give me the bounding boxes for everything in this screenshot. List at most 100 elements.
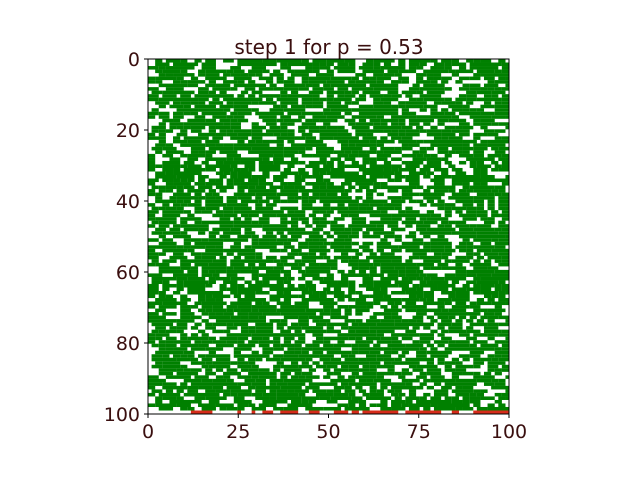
occupied-cell: [319, 171, 327, 176]
occupied-cell: [401, 298, 413, 302]
occupied-cell: [319, 280, 338, 284]
occupied-cell: [476, 160, 485, 165]
occupied-cell: [219, 224, 234, 228]
occupied-cell: [176, 357, 191, 362]
occupied-cell: [215, 143, 224, 147]
occupied-cell: [480, 217, 488, 221]
occupied-cell: [312, 326, 324, 330]
occupied-cell: [151, 389, 163, 393]
occupied-cell: [290, 294, 299, 299]
occupied-cell: [376, 115, 384, 119]
occupied-cell: [444, 361, 456, 365]
occupied-cell: [358, 266, 370, 270]
occupied-cell: [487, 406, 510, 411]
occupied-cell: [223, 160, 241, 165]
occupied-cell: [380, 217, 392, 221]
occupied-cell: [262, 213, 270, 218]
occupied-cell: [505, 340, 510, 344]
occupied-cell: [458, 213, 477, 218]
occupied-cell: [208, 146, 220, 151]
occupied-cell: [315, 73, 334, 77]
occupied-cell: [240, 167, 249, 172]
occupied-cell: [373, 87, 399, 91]
occupied-cell: [176, 329, 184, 334]
occupied-cell: [476, 255, 485, 260]
occupied-cell: [401, 371, 413, 376]
occupied-cell: [262, 224, 270, 228]
occupied-cell: [430, 80, 438, 84]
occupied-cell: [412, 315, 424, 320]
occupied-cell: [362, 136, 377, 140]
occupied-cell: [451, 167, 463, 172]
occupied-cell: [441, 129, 452, 133]
occupied-cell: [248, 189, 270, 193]
occupied-cell: [337, 305, 349, 309]
occupied-cell: [437, 333, 445, 337]
occupied-cell: [326, 97, 334, 102]
occupied-cell: [294, 227, 306, 232]
occupied-cell: [190, 333, 199, 337]
occupied-cell: [315, 150, 334, 154]
occupied-cell: [380, 146, 395, 151]
occupied-cell: [319, 192, 327, 197]
occupied-cell: [423, 266, 431, 270]
occupied-cell: [226, 406, 238, 411]
occupied-cell: [176, 185, 184, 190]
occupied-cell: [244, 62, 277, 67]
occupied-cell: [469, 322, 488, 327]
occupied-cell: [158, 290, 166, 295]
occupied-cell: [369, 139, 377, 144]
occupied-cell: [476, 69, 495, 74]
occupied-cell: [276, 97, 292, 102]
occupied-cell: [269, 59, 277, 63]
occupied-cell: [205, 308, 213, 313]
occupied-cell: [298, 171, 309, 176]
occupied-cell: [215, 245, 224, 249]
occupied-cell: [426, 90, 445, 95]
occupied-cell: [412, 238, 424, 242]
occupied-cell: [148, 87, 159, 91]
occupied-cell: [298, 129, 306, 133]
occupied-cell: [215, 132, 227, 137]
occupied-cell: [466, 273, 477, 277]
occupied-cell: [169, 319, 177, 323]
occupied-cell: [287, 283, 295, 288]
occupied-cell: [473, 73, 481, 77]
occupied-cell: [498, 238, 510, 242]
occupied-cell: [233, 396, 245, 400]
occupied-cell: [401, 241, 424, 246]
occupied-cell: [369, 220, 388, 225]
occupied-cell: [469, 160, 477, 165]
occupied-cell: [358, 167, 367, 172]
occupied-cell: [290, 392, 299, 397]
occupied-cell: [219, 406, 227, 411]
occupied-cell: [148, 167, 156, 172]
occupied-cell: [169, 160, 181, 165]
occupied-cell: [480, 389, 488, 393]
occupied-cell: [455, 273, 467, 277]
occupied-cell: [173, 115, 184, 119]
occupied-cell: [212, 378, 227, 383]
occupied-cell: [458, 305, 470, 309]
occupied-cell: [265, 231, 274, 235]
occupied-cell: [269, 294, 292, 299]
occupied-cell: [351, 396, 363, 400]
occupied-cell: [494, 185, 506, 190]
occupied-cell: [430, 248, 445, 253]
occupied-cell: [458, 333, 470, 337]
occupied-cell: [351, 343, 359, 348]
occupied-cell: [287, 76, 295, 81]
occupied-cell: [405, 343, 424, 348]
occupied-cell: [448, 118, 467, 123]
occupied-cell: [165, 347, 174, 351]
occupied-cell: [387, 196, 402, 200]
occupied-cell: [287, 69, 295, 74]
occupied-cell: [205, 347, 216, 351]
occupied-cell: [219, 129, 227, 133]
occupied-cell: [155, 171, 166, 176]
occupied-cell: [201, 301, 220, 306]
occupied-cell: [198, 97, 209, 102]
occupied-cell: [348, 80, 356, 84]
occupied-cell: [398, 104, 406, 109]
occupied-cell: [208, 234, 216, 239]
